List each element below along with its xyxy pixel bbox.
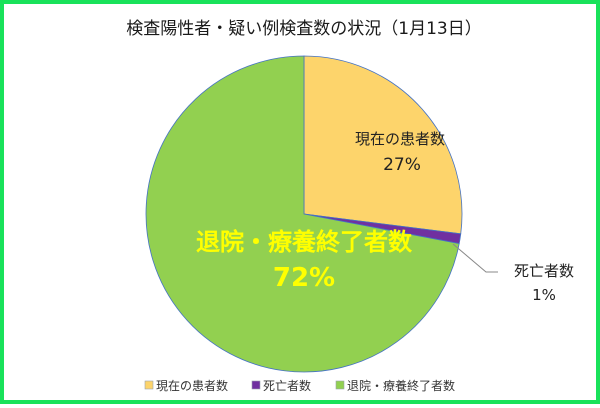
pie-slice-recovered	[145, 55, 460, 373]
legend-label-deaths: 死亡者数	[263, 378, 311, 393]
chart-title: 検査陽性者・疑い例検査数の状況（1月13日）	[126, 19, 481, 39]
slice-label-current-patients: 現在の患者数	[355, 130, 445, 148]
legend-swatch-deaths	[251, 380, 261, 390]
slice-label-deaths: 死亡者数	[514, 262, 574, 280]
slice-value-recovered: 72%	[273, 263, 335, 293]
leader-line	[452, 243, 498, 273]
legend-swatch-recovered	[335, 380, 345, 390]
slice-label-recovered: 退院・療養終了者数	[196, 228, 413, 256]
slice-value-deaths: 1%	[532, 286, 556, 304]
legend: 現在の患者数 死亡者数 退院・療養終了者数	[144, 378, 455, 393]
legend-label-current-patients: 現在の患者数	[156, 378, 228, 393]
pie-slices	[145, 55, 463, 373]
legend-swatch-current-patients	[144, 380, 154, 390]
pie-chart: 検査陽性者・疑い例検査数の状況（1月13日） 現在の患者数 27% 死亡者数 1…	[126, 19, 574, 393]
pie-slice-current-patients	[303, 55, 463, 235]
legend-label-recovered: 退院・療養終了者数	[347, 378, 455, 393]
slice-value-current-patients: 27%	[383, 155, 421, 175]
